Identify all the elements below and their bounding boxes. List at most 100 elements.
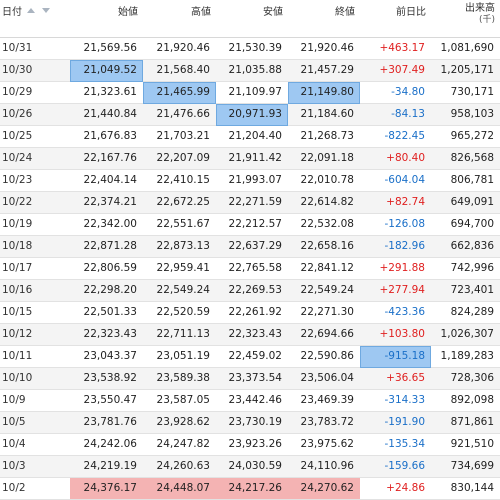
open-cell: 22,342.00 (70, 213, 143, 236)
low-cell: 21,204.40 (216, 125, 288, 148)
low-header-label: 安値 (263, 7, 283, 18)
volume-cell: 871,861 (431, 411, 500, 434)
close-header-label: 終値 (335, 7, 355, 18)
low-cell: 21,911.42 (216, 147, 288, 170)
open-cell: 23,550.47 (70, 389, 143, 412)
change-cell: +291.88 (360, 257, 431, 280)
date-cell: 10/22 (0, 191, 70, 214)
volume-cell: 824,289 (431, 301, 500, 324)
open-cell: 21,049.52 (70, 59, 143, 82)
date-cell: 10/3 (0, 455, 70, 478)
date-cell: 10/26 (0, 103, 70, 126)
date-cell: 10/9 (0, 389, 70, 412)
high-cell: 23,589.38 (143, 367, 216, 390)
table-row: 10/2 24,376.17 24,448.07 24,217.26 24,270.62… (0, 477, 500, 500)
high-header-label: 高値 (191, 7, 211, 18)
volume-cell: 742,996 (431, 257, 500, 280)
close-cell: 23,469.39 (288, 389, 360, 412)
close-cell: 22,841.12 (288, 257, 360, 280)
change-cell: -159.66 (360, 455, 431, 478)
volume-cell: 965,272 (431, 125, 500, 148)
low-cell: 23,442.46 (216, 389, 288, 412)
date-cell: 10/31 (0, 37, 70, 60)
table-row: 10/26 21,440.84 21,476.66 20,971.93 21,184.6… (0, 103, 500, 126)
close-cell: 22,010.78 (288, 169, 360, 192)
change-cell: -182.96 (360, 235, 431, 258)
change-cell: -423.36 (360, 301, 431, 324)
volume-cell: 1,081,690 (431, 37, 500, 60)
open-cell: 21,676.83 (70, 125, 143, 148)
open-cell: 22,298.20 (70, 279, 143, 302)
open-cell: 21,323.61 (70, 81, 143, 104)
open-cell: 24,219.19 (70, 455, 143, 478)
table-row: 10/18 22,871.28 22,873.13 22,637.29 22,658.1… (0, 235, 500, 258)
change-cell: -84.13 (360, 103, 431, 126)
low-cell: 22,212.57 (216, 213, 288, 236)
table-row: 10/25 21,676.83 21,703.21 21,204.40 21,268.7… (0, 125, 500, 148)
close-cell: 21,149.80 (288, 81, 360, 104)
date-cell: 10/15 (0, 301, 70, 324)
date-cell: 10/19 (0, 213, 70, 236)
low-cell: 22,261.92 (216, 301, 288, 324)
open-cell: 23,043.37 (70, 345, 143, 368)
high-cell: 21,476.66 (143, 103, 216, 126)
date-cell: 10/30 (0, 59, 70, 82)
volume-cell: 730,171 (431, 81, 500, 104)
sort-descending-icon[interactable] (42, 8, 50, 13)
high-cell: 21,703.21 (143, 125, 216, 148)
high-cell: 22,549.24 (143, 279, 216, 302)
change-cell: +80.40 (360, 147, 431, 170)
table-row: 10/29 21,323.61 21,465.99 21,109.97 21,149.8… (0, 81, 500, 104)
date-cell: 10/5 (0, 411, 70, 434)
table-row: 10/9 23,550.47 23,587.05 23,442.46 23,469.39… (0, 389, 500, 412)
date-cell: 10/18 (0, 235, 70, 258)
high-cell: 21,465.99 (143, 81, 216, 104)
table-row: 10/16 22,298.20 22,549.24 22,269.53 22,549.2… (0, 279, 500, 302)
change-cell: -126.08 (360, 213, 431, 236)
open-header-label: 始値 (118, 7, 138, 18)
low-cell: 21,109.97 (216, 81, 288, 104)
open-cell: 22,167.76 (70, 147, 143, 170)
close-cell: 22,614.82 (288, 191, 360, 214)
volume-cell: 830,144 (431, 477, 500, 500)
table-row: 10/19 22,342.00 22,551.67 22,212.57 22,532.0… (0, 213, 500, 236)
high-cell: 22,551.67 (143, 213, 216, 236)
high-cell: 22,207.09 (143, 147, 216, 170)
table-row: 10/17 22,806.59 22,959.41 22,765.58 22,841.1… (0, 257, 500, 280)
high-cell: 22,959.41 (143, 257, 216, 280)
volume-cell: 958,103 (431, 103, 500, 126)
change-cell: +82.74 (360, 191, 431, 214)
high-cell: 22,672.25 (143, 191, 216, 214)
high-column-header: 高値 (143, 0, 216, 38)
open-cell: 21,569.56 (70, 37, 143, 60)
volume-cell: 728,306 (431, 367, 500, 390)
close-cell: 23,506.04 (288, 367, 360, 390)
volume-cell: 734,699 (431, 455, 500, 478)
date-cell: 10/29 (0, 81, 70, 104)
date-column-header[interactable]: 日付 (0, 0, 70, 38)
sort-ascending-icon[interactable] (27, 8, 35, 13)
close-column-header: 終値 (288, 0, 360, 38)
volume-cell: 1,189,283 (431, 345, 500, 368)
table-row: 10/10 23,538.92 23,589.38 23,373.54 23,506.0… (0, 367, 500, 390)
close-cell: 21,920.46 (288, 37, 360, 60)
date-cell: 10/11 (0, 345, 70, 368)
change-cell: +463.17 (360, 37, 431, 60)
high-cell: 21,568.40 (143, 59, 216, 82)
change-cell: -191.90 (360, 411, 431, 434)
volume-cell: 694,700 (431, 213, 500, 236)
low-cell: 22,323.43 (216, 323, 288, 346)
close-cell: 22,590.86 (288, 345, 360, 368)
close-cell: 22,532.08 (288, 213, 360, 236)
date-header-label: 日付 (2, 7, 22, 18)
table-row: 10/15 22,501.33 22,520.59 22,261.92 22,271.3… (0, 301, 500, 324)
table-header: 日付 始値 高値 安値 終値 前日比 出来高 (千) (0, 0, 500, 38)
high-cell: 22,520.59 (143, 301, 216, 324)
date-cell: 10/24 (0, 147, 70, 170)
table-body: 10/31 21,569.56 21,920.46 21,530.39 21,920.4… (0, 37, 500, 500)
low-cell: 21,035.88 (216, 59, 288, 82)
high-cell: 24,448.07 (143, 477, 216, 500)
table-row: 10/5 23,781.76 23,928.62 23,730.19 23,783.72… (0, 411, 500, 434)
low-cell: 22,459.02 (216, 345, 288, 368)
